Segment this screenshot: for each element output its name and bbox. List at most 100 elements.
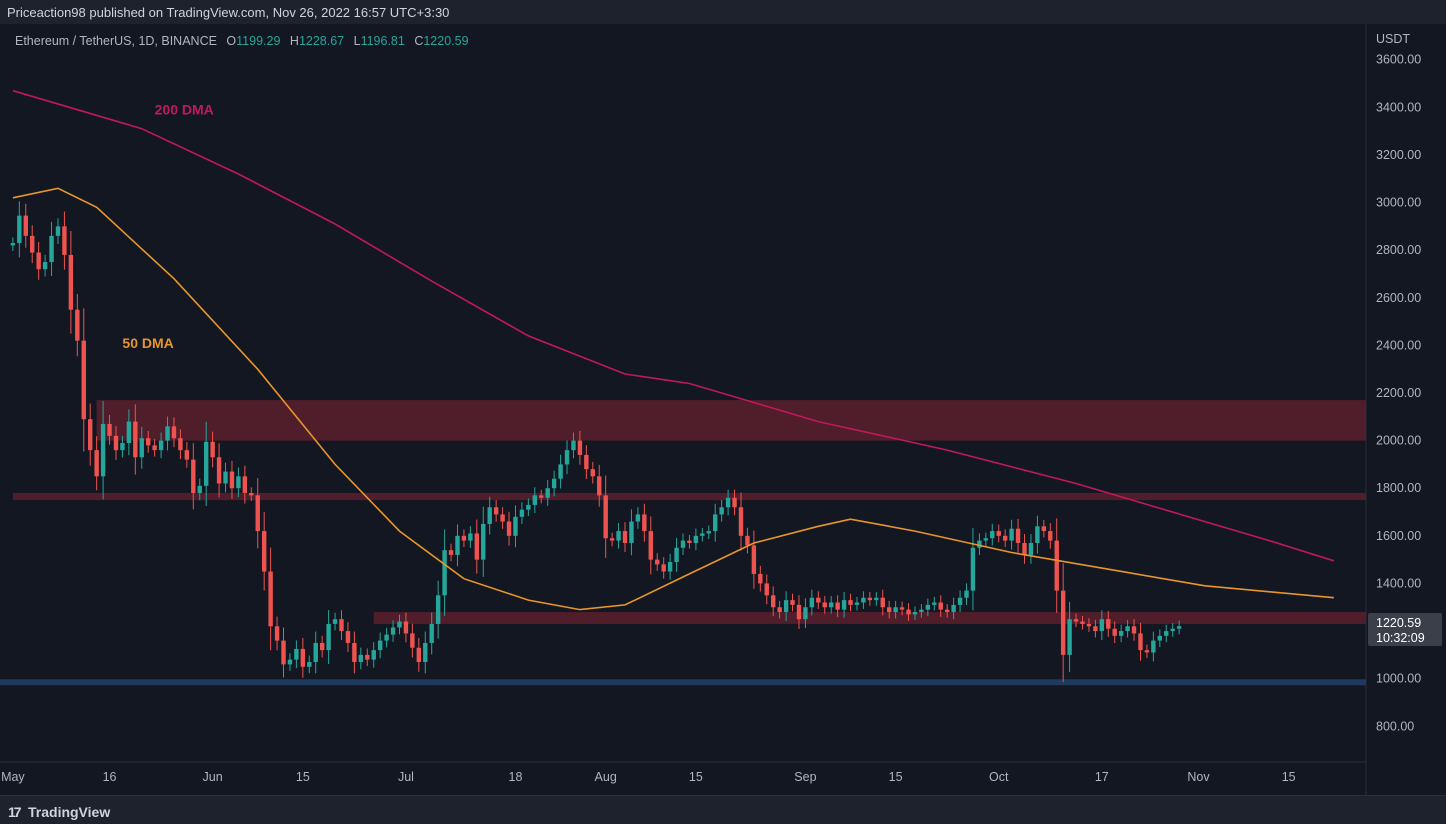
candle-body (944, 609, 950, 613)
candle-body (1151, 640, 1156, 653)
support-line (0, 679, 1366, 686)
candle-body (584, 454, 589, 470)
candle-body (771, 595, 776, 608)
time-tick-label: Jul (398, 770, 414, 784)
candle-body (532, 495, 538, 505)
candle-body (648, 531, 653, 560)
candle-body (519, 509, 525, 517)
last-price-value: 1220.59 (1376, 616, 1421, 630)
candle-body (893, 607, 898, 613)
candle-body (42, 262, 48, 270)
candle-body (55, 226, 61, 236)
candle-body (403, 621, 409, 634)
candle-body (848, 600, 853, 605)
high-value: 1228.67 (298, 34, 345, 48)
last-price-countdown: 10:32:09 (1376, 631, 1425, 645)
candle-body (513, 516, 518, 536)
candle-body (88, 419, 93, 451)
candle-body (693, 535, 699, 543)
price-tick-label: 800.00 (1376, 719, 1414, 733)
candle-body (758, 573, 763, 584)
candle-body (906, 609, 911, 615)
time-tick-label: 15 (1282, 770, 1296, 784)
candle-body (1157, 635, 1163, 641)
candle-body (255, 495, 260, 532)
candle-body (835, 602, 840, 610)
candle-body (468, 533, 473, 541)
candle-body (745, 535, 750, 546)
candle-body (983, 538, 989, 541)
candle-body (964, 590, 969, 598)
zone-resistance-1750-1780 (12, 492, 1366, 501)
candle-body (249, 492, 254, 496)
candle-body (951, 604, 956, 613)
candle-body (133, 421, 138, 458)
candle-body (429, 623, 434, 643)
candle-body (667, 562, 673, 572)
time-tick-label: May (1, 770, 25, 784)
candle-body (1067, 619, 1072, 655)
candle-body (551, 478, 557, 489)
price-tick-label: 3400.00 (1376, 100, 1421, 114)
candle-body (339, 619, 344, 632)
candle-body (307, 662, 312, 667)
candle-body (545, 488, 550, 498)
candle-body (145, 438, 151, 446)
candle-body (474, 533, 480, 560)
candle-body (1022, 542, 1027, 555)
time-tick-label: 18 (509, 770, 523, 784)
candle-body (506, 521, 512, 536)
candle-body (261, 531, 267, 572)
price-tick-label: 1400.00 (1376, 576, 1421, 590)
price-tick-label: 3200.00 (1376, 148, 1421, 162)
candle-body (229, 471, 235, 489)
price-tick-label: 2000.00 (1376, 434, 1421, 448)
candle-body (790, 600, 795, 605)
candle-body (300, 648, 306, 667)
candle-body (642, 514, 647, 532)
price-chart[interactable]: 800.001000.001200.001400.001600.001800.0… (0, 24, 1446, 795)
candle-body (223, 471, 228, 484)
candle-body (397, 621, 402, 628)
candle-body (996, 531, 1001, 536)
candle-body (1080, 621, 1085, 624)
time-tick-label: Sep (794, 770, 816, 784)
candle-body (629, 521, 634, 543)
candle-body (1009, 528, 1014, 541)
candle-body (371, 650, 376, 660)
candle-body (764, 583, 769, 596)
tradingview-logo[interactable]: 17 TradingView (8, 804, 110, 820)
open-label: O (226, 34, 237, 48)
price-tick-label: 2200.00 (1376, 386, 1421, 400)
candle-body (455, 535, 460, 555)
dma-200-line (12, 89, 1335, 562)
candle-body (1054, 540, 1059, 591)
candle-body (236, 476, 241, 489)
candle-body (1060, 590, 1066, 655)
candle-body (319, 642, 325, 651)
candle-body (1144, 650, 1150, 653)
candle-body (1015, 528, 1021, 543)
candle-body (674, 547, 679, 563)
candle-body (919, 609, 924, 613)
candle-body (358, 654, 364, 663)
candle-body (809, 597, 815, 608)
last-price-badge: 1220.59 10:32:09 (1368, 613, 1442, 646)
candle-body (661, 564, 666, 572)
candle-body (777, 607, 782, 613)
candle-body (487, 507, 492, 524)
time-tick-label: 15 (296, 770, 310, 784)
candle-body (203, 441, 209, 486)
time-tick-label: Nov (1187, 770, 1210, 784)
candle-body (706, 531, 711, 534)
candle-body (616, 531, 621, 541)
candle-body (886, 607, 892, 613)
price-tick-label: 2800.00 (1376, 243, 1421, 257)
candle-body (365, 654, 370, 660)
candle-body (854, 602, 860, 605)
candle-body (1118, 631, 1124, 636)
annotation-label: 50 DMA (122, 335, 173, 351)
candle-body (1164, 631, 1169, 636)
candle-body (390, 627, 396, 635)
candle-body (1093, 626, 1098, 632)
